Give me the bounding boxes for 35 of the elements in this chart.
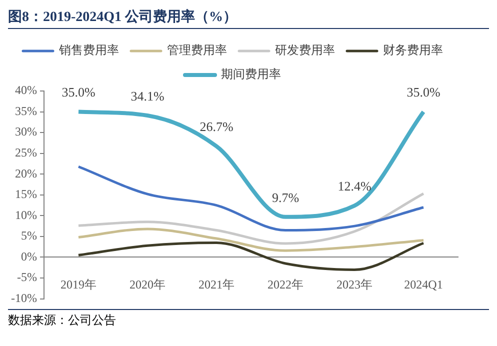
line-series — [77, 241, 425, 271]
data-label: 35.0% — [406, 84, 440, 100]
x-tick-label: 2020年 — [129, 278, 166, 292]
legend-label: 财务费用率 — [383, 43, 443, 58]
line-series — [76, 110, 426, 219]
y-tick-label: 5% — [20, 228, 37, 243]
data-label: 9.7% — [272, 190, 300, 205]
data-label: 34.1% — [130, 88, 164, 104]
line-series — [77, 192, 425, 245]
source-note: 数据来源：公司公告 — [8, 309, 489, 329]
y-tick-label: 15% — [14, 187, 37, 202]
data-label: 12.4% — [338, 178, 372, 194]
legend-label: 研发费用率 — [275, 43, 335, 58]
y-tick-label: 0% — [20, 249, 37, 264]
legend-label: 管理费用率 — [167, 43, 227, 58]
y-tick-label: 25% — [14, 145, 37, 160]
line-series — [77, 165, 425, 232]
line-series — [77, 228, 425, 252]
y-tick-label: 10% — [14, 208, 37, 222]
legend-label: 期间费用率 — [221, 67, 281, 82]
y-tick-label: 20% — [14, 166, 37, 180]
y-tick-label: -10% — [10, 290, 37, 305]
x-tick-label: 2019年 — [60, 278, 96, 292]
legend-label: 销售费用率 — [58, 43, 119, 58]
y-tick-label: 30% — [14, 124, 37, 139]
y-tick-label: 35% — [14, 104, 37, 118]
x-tick-label: 2021年 — [198, 278, 234, 292]
x-tick-label: 2023年 — [336, 278, 372, 292]
x-tick-label: 2024Q1 — [404, 278, 443, 292]
data-label: 26.7% — [200, 119, 234, 134]
data-label: 35.0% — [62, 84, 96, 100]
chart-title: 图8：2019-2024Q1 公司费用率（%） — [8, 8, 489, 29]
y-tick-label: -5% — [16, 270, 37, 284]
x-tick-label: 2022年 — [267, 278, 304, 292]
y-tick-label: 40% — [14, 83, 37, 98]
